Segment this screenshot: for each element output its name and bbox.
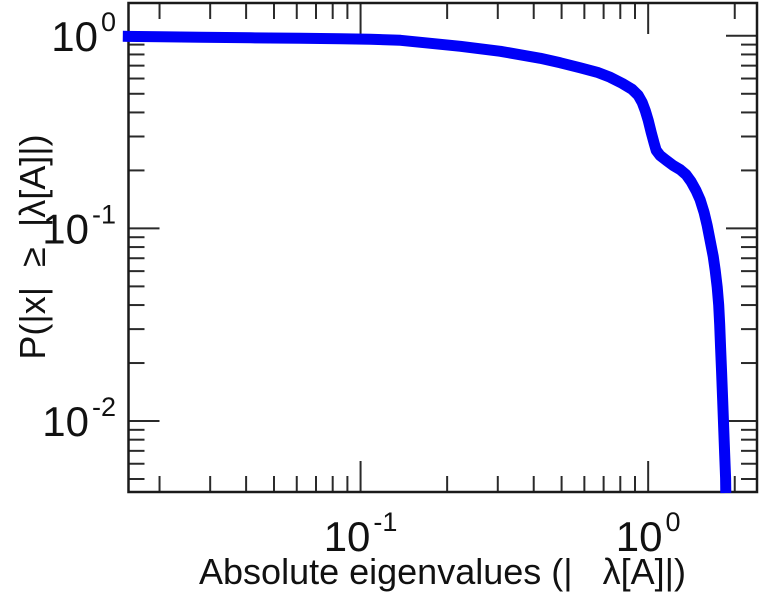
y-tick-label: 10 0	[51, 7, 116, 60]
y-axis-title: P(|x| ≥ |λ[A]|)	[12, 134, 53, 360]
x-axis-title: Absolute eigenvalues (| λ[A]|)	[199, 551, 686, 592]
y-tick-label-exponent: 0	[101, 7, 116, 37]
x-tick-label-exponent: -1	[373, 507, 397, 537]
y-tick-label: 10 -2	[42, 392, 116, 445]
plot-border	[127, 1, 759, 494]
y-tick-label: 10 -1	[42, 199, 116, 252]
data-curve-eigenvalue-ccdf	[122, 30, 732, 494]
y-tick-label-exponent: -2	[92, 392, 116, 422]
y-tick-label-exponent: -1	[92, 199, 116, 229]
x-tick-label-exponent: 0	[666, 507, 681, 537]
